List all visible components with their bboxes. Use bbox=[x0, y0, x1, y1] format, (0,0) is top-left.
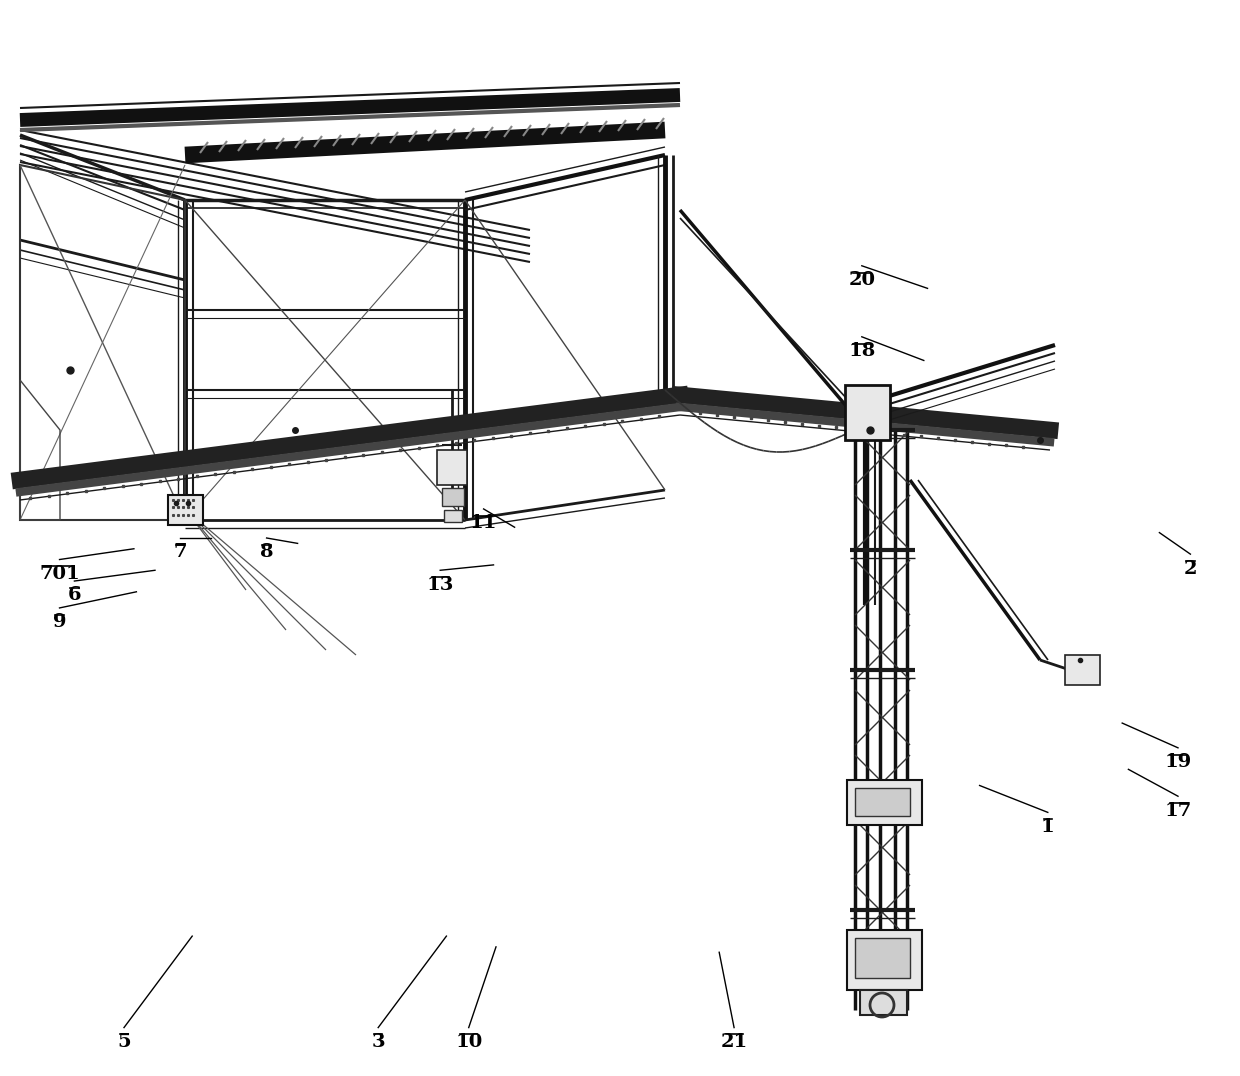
Text: 18: 18 bbox=[848, 342, 875, 360]
Text: 7: 7 bbox=[174, 543, 186, 562]
Text: 8: 8 bbox=[260, 543, 273, 562]
Text: 19: 19 bbox=[1164, 753, 1192, 771]
Text: 3: 3 bbox=[372, 1033, 384, 1051]
Text: 21: 21 bbox=[720, 1033, 748, 1051]
Bar bbox=[844, 385, 890, 440]
Bar bbox=[856, 938, 910, 978]
Text: 13: 13 bbox=[427, 576, 454, 594]
Bar bbox=[1065, 655, 1100, 685]
Text: 2: 2 bbox=[1184, 560, 1197, 578]
Text: 10: 10 bbox=[455, 1033, 482, 1051]
Bar bbox=[441, 489, 464, 506]
Text: 11: 11 bbox=[470, 514, 497, 533]
Bar bbox=[847, 780, 923, 825]
Text: 701: 701 bbox=[40, 565, 79, 583]
Bar bbox=[856, 788, 910, 816]
Bar bbox=[167, 495, 203, 525]
Text: 20: 20 bbox=[848, 271, 875, 289]
Text: 1: 1 bbox=[1040, 818, 1055, 836]
Bar bbox=[436, 450, 467, 485]
Text: 6: 6 bbox=[68, 586, 81, 605]
Text: 9: 9 bbox=[53, 613, 66, 632]
Text: 5: 5 bbox=[118, 1033, 130, 1051]
Bar bbox=[444, 510, 463, 522]
Bar bbox=[847, 930, 923, 990]
Bar bbox=[861, 990, 906, 1015]
Text: 17: 17 bbox=[1164, 802, 1192, 820]
